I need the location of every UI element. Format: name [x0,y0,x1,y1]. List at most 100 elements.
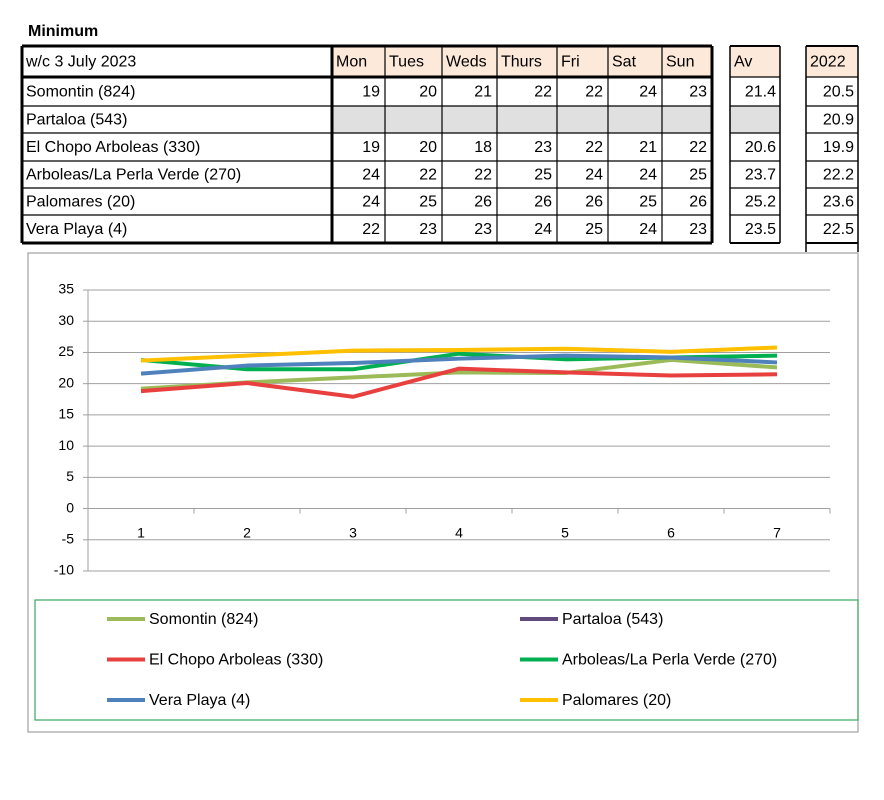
cell-value: 24 [585,167,603,184]
header-cell [608,46,662,77]
cell-value: 20.5 [823,84,854,101]
cell-value: 21 [474,84,492,101]
header-cell [806,46,858,77]
x-tick-label: 3 [349,524,357,540]
legend-label: El Chopo Arboleas (330) [149,652,323,669]
cell-value: 23 [474,221,492,238]
cell-value: 26 [585,194,603,211]
header-cell [730,46,780,77]
cell-value: 19 [362,84,380,101]
cell-value: 22.2 [823,167,854,184]
x-tick-label: 1 [137,524,145,540]
cell-value: 22.5 [823,221,854,238]
cell-value: 23.5 [745,221,776,238]
row-name: Partaloa (543) [26,112,127,129]
empty-cell [662,106,712,133]
cell-value: 19 [362,139,380,156]
series-line [140,345,778,363]
header-label: 2022 [810,54,846,71]
cell-value: 22 [689,139,707,156]
legend-frame [34,599,859,721]
empty-cell [332,106,385,133]
x-tick-label: 7 [773,524,781,540]
legend-label: Arboleas/La Perla Verde (270) [562,652,777,669]
x-tick-label: 4 [455,524,463,540]
y-tick-label: -5 [62,530,75,546]
header-label: Mon [336,54,367,71]
legend-label: Vera Playa (4) [149,692,250,709]
legend-label: Partaloa (543) [562,611,663,628]
cell-value: 23 [534,139,552,156]
cell-value: 22 [419,167,437,184]
table-title: Minimum [28,23,98,40]
cell-value: 26 [689,194,707,211]
x-tick-label: 2 [243,524,251,540]
cell-value: 19.9 [823,139,854,156]
cell-value: 20.9 [823,112,854,129]
x-tick-label: 6 [667,524,675,540]
cell-value: 24 [639,167,657,184]
row-name: Palomares (20) [26,194,135,211]
cell-value: 23 [419,221,437,238]
cell-value: 23 [689,221,707,238]
cell-value: 24 [362,194,380,211]
cell-value: 20 [419,139,437,156]
header-cell [662,46,712,77]
header-label: Weds [446,54,487,71]
cell-value: 22 [585,139,603,156]
cell-value: 25 [639,194,657,211]
y-tick-label: 5 [66,468,74,484]
y-tick-label: 15 [58,406,74,422]
y-tick-label: 25 [58,343,74,359]
empty-cell [442,106,497,133]
header-label: Tues [389,54,424,71]
empty-cell [557,106,608,133]
y-tick-label: 20 [58,374,74,390]
cell-value: 22 [534,84,552,101]
cell-value: 23 [689,84,707,101]
cell-value: 25 [585,221,603,238]
header-label: Sun [666,54,694,71]
cell-value: 20 [419,84,437,101]
y-tick-label: 10 [58,437,74,453]
header-label: Fri [561,54,580,71]
cell-value: 21.4 [745,84,776,101]
cell-value: 20.6 [745,139,776,156]
header-cell [557,46,608,77]
cell-value: 25 [419,194,437,211]
cell-value: 26 [474,194,492,211]
cell-value: 24 [639,221,657,238]
cell-value: 25 [689,167,707,184]
y-tick-label: 0 [66,499,74,515]
series-line [140,366,778,399]
header-cell [332,46,385,77]
series-line [140,353,778,376]
empty-cell [385,106,442,133]
y-tick-label: 30 [58,312,74,328]
cell-value: 24 [639,84,657,101]
y-tick-label: -10 [54,562,74,578]
cell-value: 24 [534,221,552,238]
cell-value: 18 [474,139,492,156]
header-label: Sat [612,54,637,71]
row-name: El Chopo Arboleas (330) [26,139,200,156]
cell-value: 25 [534,167,552,184]
cell-value: 26 [534,194,552,211]
cell-value: 23.6 [823,194,854,211]
legend-label: Somontin (824) [149,611,258,628]
cell-value: 23.7 [745,167,776,184]
cell-value: 21 [639,139,657,156]
header-label: w/c 3 July 2023 [25,54,136,71]
header-cell [385,46,442,77]
empty-cell [497,106,557,133]
header-label: Thurs [501,54,542,71]
header-label: Av [734,54,752,71]
header-cell [497,46,557,77]
cell-value: 22 [585,84,603,101]
row-name: Vera Playa (4) [26,221,127,238]
cell-value: 22 [474,167,492,184]
y-tick-label: 35 [58,281,74,297]
cell-value: 22 [362,221,380,238]
